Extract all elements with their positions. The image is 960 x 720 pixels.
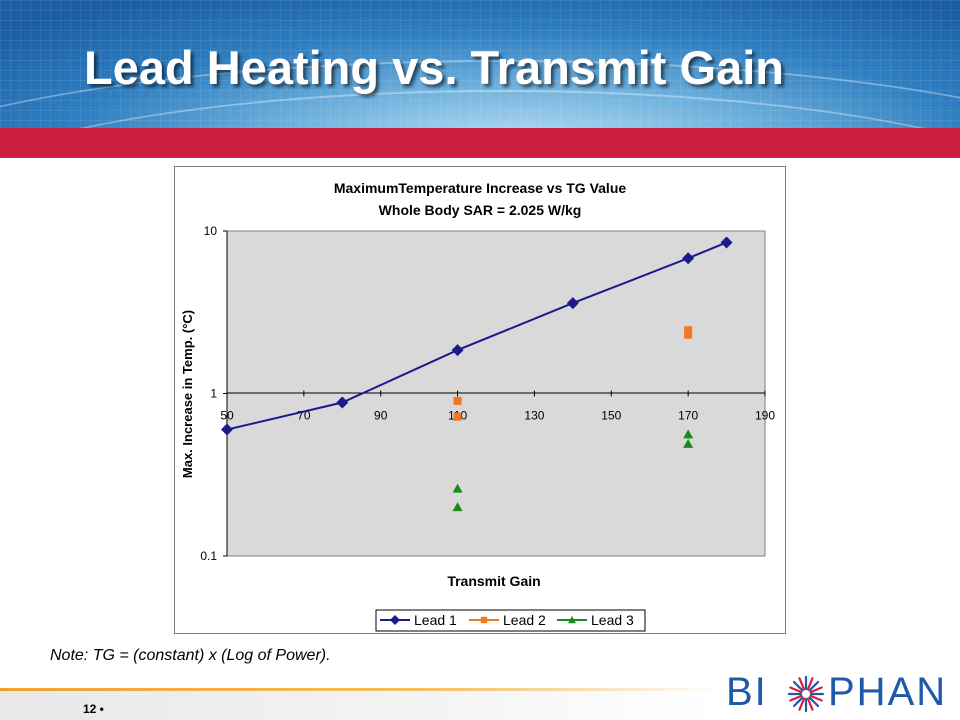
header-arc-decoration: [0, 90, 960, 128]
y-tick-label: 0.1: [200, 549, 217, 563]
biophan-logo: BI PHAN: [726, 668, 950, 718]
legend-marker: [480, 616, 488, 624]
starburst-ray: [809, 694, 823, 702]
legend-label: Lead 1: [414, 612, 457, 628]
data-point: [566, 297, 579, 310]
x-tick-label: 170: [678, 409, 698, 423]
footer-strip: [0, 688, 720, 720]
starburst-ray: [798, 697, 806, 711]
legend-marker: [568, 616, 576, 624]
slide-header: Lead Heating vs. Transmit Gain: [0, 0, 960, 128]
starburst-ray: [792, 696, 804, 708]
starburst-ray: [789, 694, 803, 702]
data-point: [452, 483, 463, 493]
data-point: [684, 330, 693, 339]
starburst-ray: [808, 680, 820, 692]
series-1: [221, 236, 733, 436]
starburst-ray: [798, 677, 806, 691]
header-arc-decoration: [0, 60, 960, 128]
x-tick-label: 130: [524, 409, 544, 423]
starburst-ray: [806, 697, 814, 711]
logo-text-right: PHAN: [828, 670, 948, 714]
data-point: [720, 236, 733, 249]
logo-text-left: BI: [726, 670, 768, 714]
footer-accent-line: [0, 688, 720, 691]
series-3: [452, 429, 694, 512]
x-tick-label: 150: [601, 409, 621, 423]
series-2: [453, 326, 693, 421]
data-point: [683, 438, 694, 448]
x-tick-label: 50: [220, 409, 234, 423]
legend-label: Lead 3: [591, 612, 634, 628]
data-point: [221, 423, 233, 436]
legend-marker: [390, 615, 400, 625]
starburst-ray: [809, 686, 823, 694]
data-point: [451, 344, 464, 357]
data-point: [452, 502, 463, 512]
chart-title: MaximumTemperature Increase vs TG Value: [334, 180, 627, 196]
starburst-ray: [806, 677, 814, 691]
x-tick-label: 190: [755, 409, 775, 423]
data-point: [453, 412, 462, 421]
data-point: [336, 396, 349, 409]
data-point: [684, 326, 693, 335]
x-axis-label: Transmit Gain: [447, 573, 540, 589]
slide-title: Lead Heating vs. Transmit Gain: [84, 41, 784, 94]
y-tick-label: 1: [210, 387, 217, 401]
data-point: [683, 429, 694, 439]
starburst-ray: [789, 686, 803, 694]
data-point: [682, 252, 695, 265]
data-point: [453, 396, 462, 405]
header-red-bar: [0, 128, 960, 158]
page-number: 12 •: [83, 702, 104, 716]
chart-legend: Lead 1 Lead 2 Lead 3: [375, 609, 646, 632]
starburst-ray: [808, 696, 820, 708]
chart-subtitle: Whole Body SAR = 2.025 W/kg: [379, 202, 582, 218]
series-line: [226, 241, 727, 431]
legend-label: Lead 2: [503, 612, 546, 628]
y-tick-label: 10: [204, 224, 218, 238]
logo-starburst-icon: [787, 675, 825, 713]
y-axis-label: Max. Increase in Temp. (°C): [180, 310, 195, 478]
slide-note: Note: TG = (constant) x (Log of Power).: [50, 647, 331, 664]
starburst-ray: [792, 680, 804, 692]
legend-box: [375, 609, 646, 632]
x-tick-label: 90: [374, 409, 388, 423]
